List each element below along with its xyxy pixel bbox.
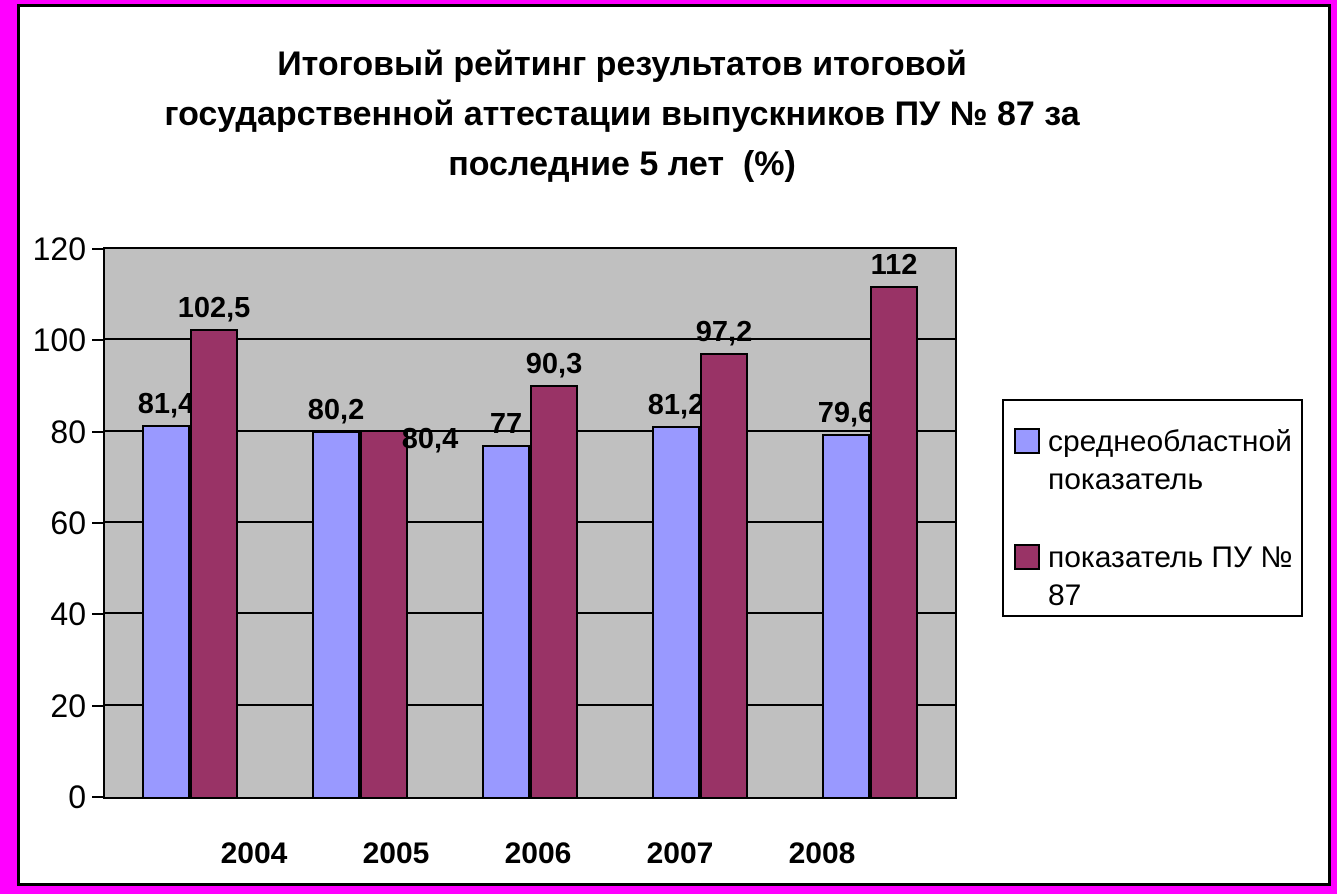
y-tick-mark-100 [92,339,105,342]
y-tick-label-40: 40 [50,596,86,633]
chart-title-line-3: последние 5 лет (%) [448,145,796,183]
bar-group-2004: 81,4 102,5 [105,249,275,797]
x-axis-labels: 2004 2005 2006 2007 2008 [183,837,893,871]
x-tick-label-2008: 2008 [788,837,856,870]
y-tick-mark-20 [92,704,105,707]
x-tick-label-2005: 2005 [362,837,430,870]
y-tick-mark-80 [92,430,105,433]
y-tick-label-80: 80 [50,413,86,450]
chart-title-line-1: Итоговый рейтинг результатов итоговой [277,45,967,83]
bar-group-2006: 77 90,3 [445,249,615,797]
x-tick-label-2007: 2007 [646,837,714,870]
bar-2007-series-2: 97,2 [696,316,752,797]
y-tick-mark-60 [92,522,105,524]
bar-group-2005: 80,2 80,4 [275,249,458,797]
legend-label-series-1: среднеобластной показатель [1048,425,1292,496]
bar-2005-series-1: 80,2 [308,394,364,797]
bar-2004-series-1: 81,4 [138,388,194,797]
legend-label-series-2: показатель ПУ № 87 [1048,541,1293,612]
bar-value-label-2006-series-1: 77 [489,408,523,441]
legend: среднеобластной показатель показатель ПУ… [1002,399,1303,617]
bar-groups: 81,4 102,5 80,2 80,4 77 90,3 81,2 97,2 79,6 112 [105,249,955,797]
bar-value-label-2005-series-1: 80,2 [307,393,365,426]
bar-2004-series-2: 102,5 [178,292,250,797]
bar-2005-series-2: 80,4 [360,423,458,797]
legend-swatch-series-2 [1014,544,1040,570]
y-tick-label-120: 120 [32,231,86,267]
plot-area: 81,4 102,5 80,2 80,4 77 90,3 81,2 97,2 79,6 112 [103,247,957,799]
bar-2007-series-1: 81,2 [648,389,704,797]
bar-2008-series-2: 112 [870,249,918,797]
bar-group-2008: 79,6 112 [785,249,955,797]
chart-title-line-2: государственной аттестации выпускников П… [164,95,1080,133]
bar-value-label-2004-series-2: 102,5 [177,291,251,324]
x-tick-label-2004: 2004 [220,837,288,870]
bar-value-label-2007-series-2: 97,2 [695,316,753,349]
legend-item-series-1: среднеобластной показатель [1014,423,1295,499]
bar-2006-series-1: 77 [482,408,530,797]
y-tick-label-60: 60 [50,505,86,541]
x-tick-label-2006: 2006 [504,837,572,870]
bar-value-label-2008-series-2: 112 [870,248,918,281]
legend-swatch-series-1 [1014,428,1040,454]
y-tick-label-0: 0 [68,779,86,815]
chart-canvas: Итоговый рейтинг результатов итоговой го… [17,4,1331,886]
chart-title: Итоговый рейтинг результатов итоговой го… [20,39,1224,189]
bar-2006-series-2: 90,3 [526,348,582,797]
bar-value-label-2007-series-1: 81,2 [647,389,705,422]
bar-group-2007: 81,2 97,2 [615,249,785,797]
y-tick-label-20: 20 [50,687,86,724]
y-tick-mark-0 [92,796,105,798]
y-tick-mark-40 [92,613,105,616]
y-tick-mark-120 [92,248,105,250]
y-tick-label-100: 100 [32,322,86,359]
bar-value-label-2006-series-2: 90,3 [525,347,583,380]
gridline-100 [105,338,955,341]
bar-value-label-2004-series-1: 81,4 [137,388,195,421]
bar-value-label-2005-series-2: 80,4 [401,422,459,455]
bar-2008-series-1: 79,6 [818,397,874,797]
legend-item-series-2: показатель ПУ № 87 [1014,539,1295,615]
bar-value-label-2008-series-1: 79,6 [817,396,875,429]
